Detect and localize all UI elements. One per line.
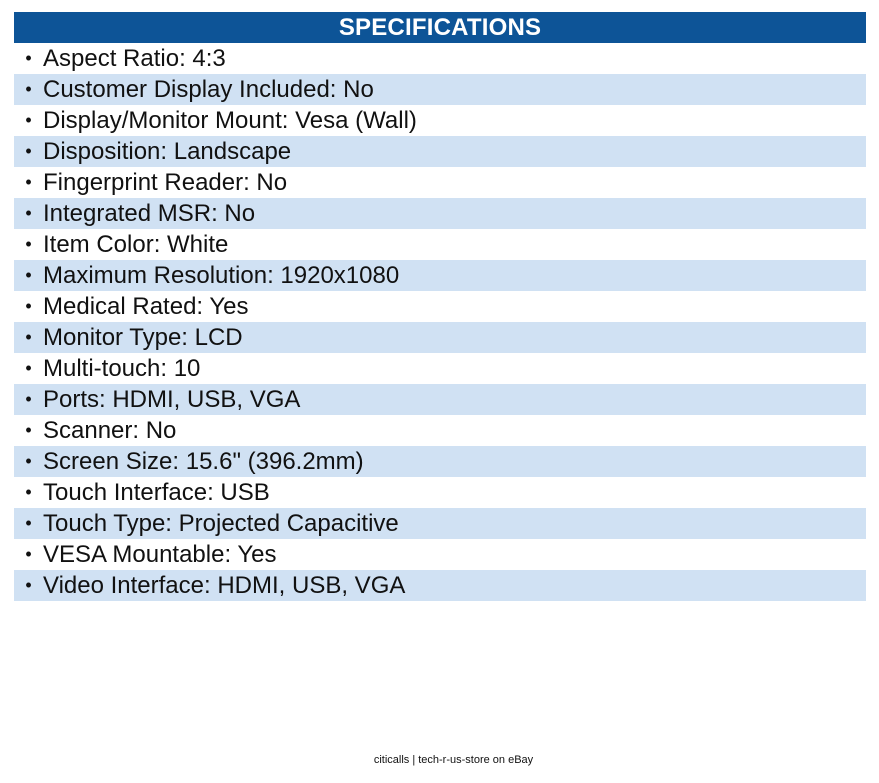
spec-row: • Multi-touch: 10: [14, 353, 866, 384]
spec-row: • Screen Size: 15.6" (396.2mm): [14, 446, 866, 477]
spec-item-text: Multi-touch: 10: [43, 355, 201, 382]
spec-row: • Medical Rated: Yes: [14, 291, 866, 322]
bullet-icon: •: [25, 110, 32, 130]
spec-row: • Maximum Resolution: 1920x1080: [14, 260, 866, 291]
spec-row: • Scanner: No: [14, 415, 866, 446]
bullet-icon: •: [25, 48, 32, 68]
bullet-icon: •: [25, 203, 32, 223]
spec-row: • Monitor Type: LCD: [14, 322, 866, 353]
bullet-icon: •: [25, 420, 32, 440]
spec-item-text: Touch Type: Projected Capacitive: [43, 510, 399, 537]
specifications-list: • Aspect Ratio: 4:3 • Customer Display Incl…: [14, 43, 866, 601]
bullet-icon: •: [25, 389, 32, 409]
spec-item-text: VESA Mountable: Yes: [43, 541, 277, 568]
spec-row: • Fingerprint Reader: No: [14, 167, 866, 198]
spec-row: • Integrated MSR: No: [14, 198, 866, 229]
bullet-icon: •: [25, 79, 32, 99]
spec-item-text: Medical Rated: Yes: [43, 293, 249, 320]
spec-row: • Item Color: White: [14, 229, 866, 260]
specifications-table: SPECIFICATIONS • Aspect Ratio: 4:3 • Custom…: [14, 12, 866, 601]
bullet-icon: •: [25, 358, 32, 378]
spec-item-text: Fingerprint Reader: No: [43, 169, 288, 196]
spec-item-text: Ports: HDMI, USB, VGA: [43, 386, 301, 413]
bullet-icon: •: [25, 544, 32, 564]
spec-item-text: Disposition: Landscape: [43, 138, 292, 165]
spec-item-text: Display/Monitor Mount: Vesa (Wall): [43, 107, 417, 134]
spec-row: • Disposition: Landscape: [14, 136, 866, 167]
spec-item-text: Scanner: No: [43, 417, 177, 444]
bullet-icon: •: [25, 234, 32, 254]
spec-item-text: Touch Interface: USB: [43, 479, 270, 506]
bullet-icon: •: [25, 482, 32, 502]
spec-row: • Display/Monitor Mount: Vesa (Wall): [14, 105, 866, 136]
bullet-icon: •: [25, 575, 32, 595]
spec-row: • Aspect Ratio: 4:3: [14, 43, 866, 74]
spec-item-text: Video Interface: HDMI, USB, VGA: [43, 572, 406, 599]
footer-credit: citicalls | tech-r-us-store on eBay: [373, 754, 534, 766]
spec-item-text: Item Color: White: [43, 231, 229, 258]
bullet-icon: •: [25, 141, 32, 161]
spec-row: • Video Interface: HDMI, USB, VGA: [14, 570, 866, 601]
bullet-icon: •: [25, 513, 32, 533]
bullet-icon: •: [25, 327, 32, 347]
specifications-heading: SPECIFICATIONS: [14, 12, 866, 43]
spec-row: • VESA Mountable: Yes: [14, 539, 866, 570]
spec-item-text: Customer Display Included: No: [43, 76, 374, 103]
bullet-icon: •: [25, 296, 32, 316]
spec-row: • Customer Display Included: No: [14, 74, 866, 105]
bullet-icon: •: [25, 172, 32, 192]
spec-item-text: Maximum Resolution: 1920x1080: [43, 262, 400, 289]
bullet-icon: •: [25, 265, 32, 285]
spec-row: • Ports: HDMI, USB, VGA: [14, 384, 866, 415]
bullet-icon: •: [25, 451, 32, 471]
spec-item-text: Integrated MSR: No: [43, 200, 256, 227]
spec-item-text: Aspect Ratio: 4:3: [43, 45, 226, 72]
spec-row: • Touch Type: Projected Capacitive: [14, 508, 866, 539]
spec-item-text: Monitor Type: LCD: [43, 324, 243, 351]
spec-row: • Touch Interface: USB: [14, 477, 866, 508]
spec-item-text: Screen Size: 15.6" (396.2mm): [43, 448, 364, 475]
